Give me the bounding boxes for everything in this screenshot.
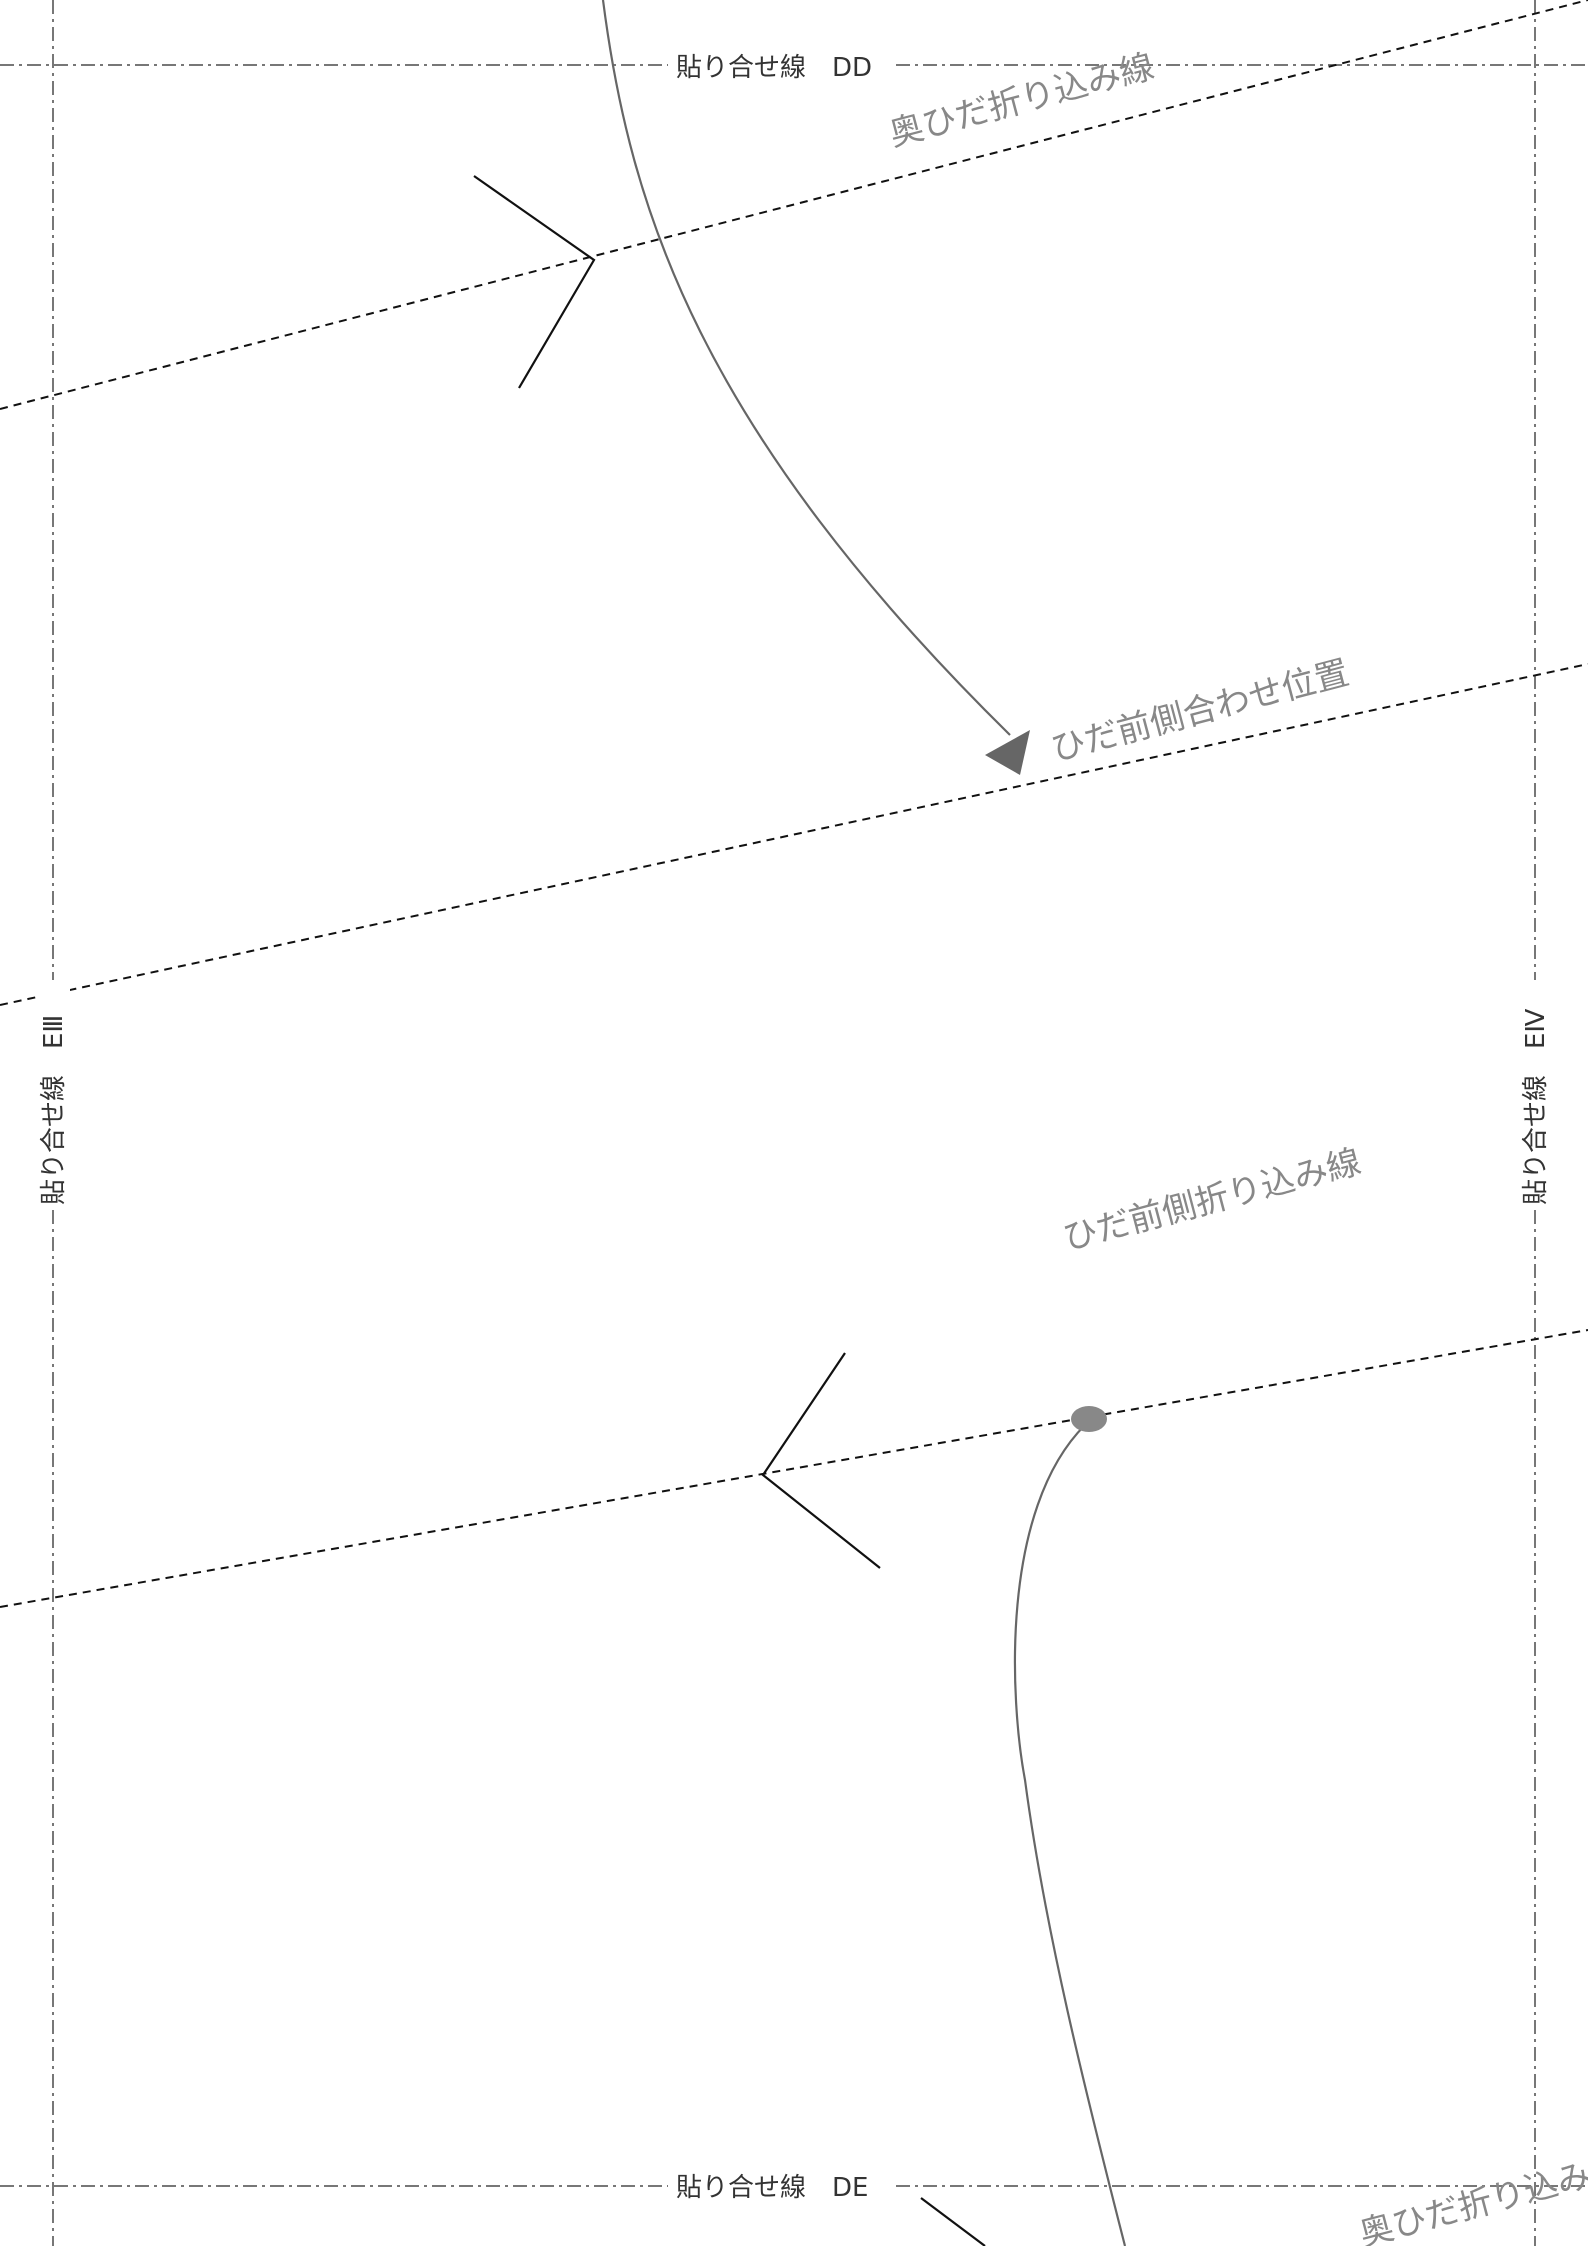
fold-line-back-pleat-top [0, 0, 1588, 410]
label-bg-bottom [672, 2168, 894, 2204]
fold-arrow-curve-top [601, 0, 1011, 736]
fold-line-front-pleat-fold [0, 1329, 1588, 1608]
join-label-right: 貼り合せ線 EⅣ [1521, 1009, 1551, 1205]
pleat-chevrons [473, 175, 986, 2246]
label-bg-right [1518, 982, 1552, 1208]
chevron-bottom-stub [920, 2197, 986, 2246]
fold-arrows [601, 0, 1127, 2246]
chevron-middle [761, 1352, 881, 1569]
fold-label-back-pleat-bottom: 奥ひだ折り込み線 [1355, 2147, 1588, 2246]
fold-label-front-pleat-position: ひだ前側合わせ位置 [1047, 653, 1353, 770]
label-bg-top [672, 48, 894, 84]
fold-line-front-pleat-position [0, 663, 1588, 1006]
fold-arrow-curve-bottom [1013, 1424, 1127, 2246]
join-label-top: 貼り合せ線 DD [676, 53, 872, 83]
fold-label-back-pleat-top: 奥ひだ折り込み線 [885, 47, 1158, 155]
chevron-top [473, 175, 596, 389]
join-label-bottom: 貼り合せ線 DE [676, 2173, 868, 2203]
label-bg-left [36, 982, 70, 1208]
join-label-left: 貼り合せ線 EⅢ [39, 1015, 69, 1205]
fold-label-front-pleat-fold: ひだ前側折り込み線 [1059, 1142, 1365, 1259]
arrowhead-icon [985, 730, 1030, 775]
fold-lines [0, 0, 1588, 1608]
fold-start-dot-icon [1071, 1406, 1107, 1432]
